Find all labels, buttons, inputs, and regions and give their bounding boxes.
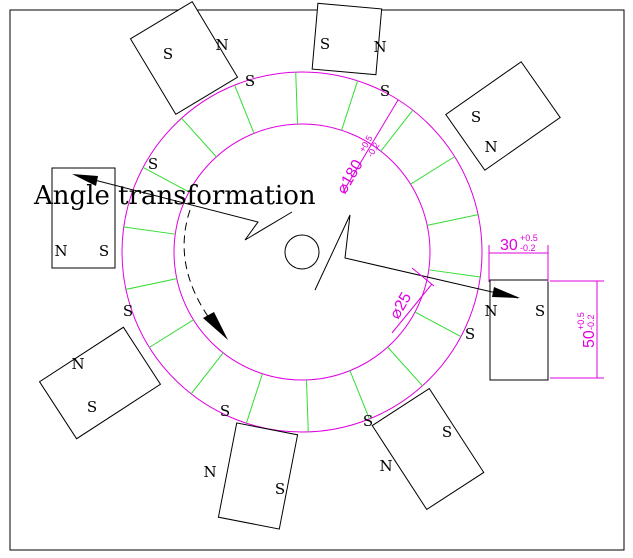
segment-line [410,156,455,185]
ring-label: S [148,155,158,173]
arrow-line [314,214,519,299]
magnet-body [129,1,239,115]
pole-label: N [373,38,386,56]
segment-line [123,226,176,235]
magnet: N S [51,167,116,269]
magnet: S N [445,61,561,171]
pole-label: S [471,108,481,126]
ring-label: S [245,72,255,90]
magnet-body [445,61,561,171]
dim-text: ⌀25 [387,290,415,322]
segment-line [234,84,255,134]
ring [121,71,483,433]
dim-text: ⌀180 [334,157,367,197]
magnet: S N [311,2,387,76]
magnet: N S [38,326,162,440]
ring-label: S [123,302,133,320]
segment-line [428,269,481,278]
ring-label: S [220,402,230,420]
segment-line [125,278,177,290]
pole-label: N [215,36,228,54]
magnet: S N [129,1,239,115]
pole-label: S [442,423,452,441]
rotation-path [183,209,219,331]
pole-label: S [87,398,97,416]
segment-line [142,167,190,193]
pole-label: N [54,242,67,260]
dim-text: 50 [581,330,598,348]
center-hole [284,234,320,270]
magnet: N S [203,422,299,530]
arrow-line [74,174,293,241]
magnet: S N [371,387,485,511]
pole-label: N [379,457,392,475]
dim-line [391,283,433,334]
segment-line [341,80,359,131]
segment-line [380,109,414,152]
segment-line [349,370,370,420]
pole-label: S [99,242,109,260]
segment-line [414,311,462,337]
ring-label: S [465,325,475,343]
outer-circle [121,71,483,433]
pole-label: N [71,355,84,373]
annotation: Angle transformation [33,181,316,211]
segment-line [181,117,217,158]
ring-label: S [363,412,373,430]
pole-label: S [275,480,285,498]
pole-label: S [163,45,173,63]
dim-line [342,99,399,193]
inner-circle [173,123,431,381]
magnet-body [51,167,116,269]
segment-line [387,346,423,387]
arrowhead [203,312,228,340]
ring-label: S [380,82,390,100]
magnet-body [217,422,299,530]
dim-tol: -0.2 [520,243,536,253]
magnet-body [38,326,162,440]
segment-line [190,352,224,395]
dim-line [411,267,435,287]
dim-tol: -0.2 [586,314,596,330]
segment-line [245,373,263,424]
segment-line [427,214,479,226]
segment-line [149,319,194,348]
segment-line [295,72,299,125]
dim-text: 30 [500,237,518,254]
pole-label: S [535,302,545,320]
segment-line [305,379,309,432]
pole-label: N [484,138,497,156]
magnet-body [311,2,383,76]
pole-label: N [203,463,216,481]
magnet-body [371,387,485,511]
pole-label: N [484,302,497,320]
dim-tol: +0.5 [520,233,538,243]
arrowhead [492,287,520,298]
arrowhead [72,174,98,186]
dim-tol: +0.5 [576,312,586,330]
pole-label: S [320,35,330,53]
